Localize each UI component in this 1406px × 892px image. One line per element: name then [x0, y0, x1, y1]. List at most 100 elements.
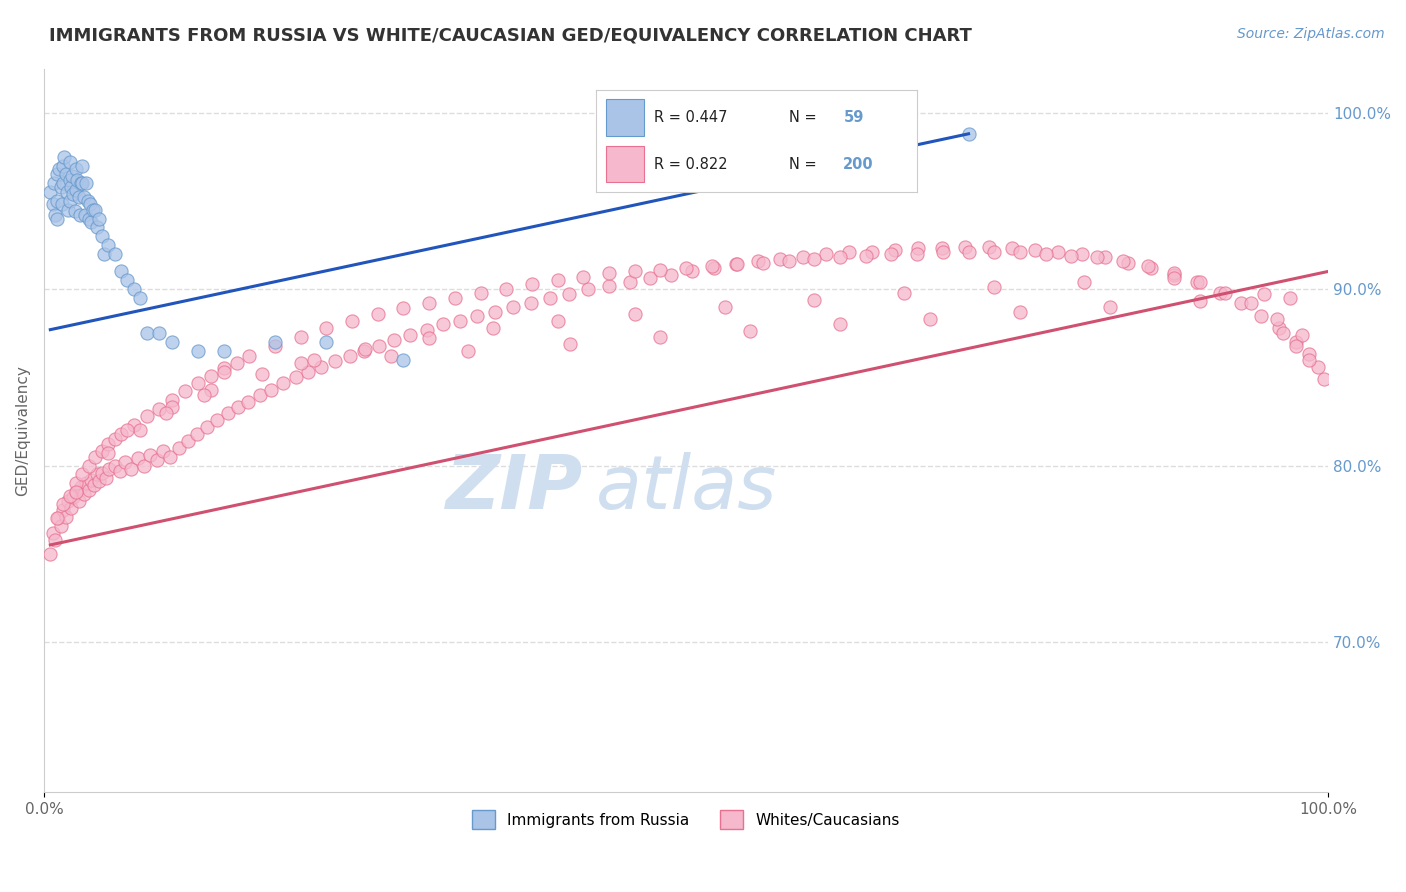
Point [49, 518, 72, 533]
Point [1098, 300, 1121, 314]
Point [148, 402, 170, 417]
Point [1163, 268, 1185, 282]
Point [1094, 250, 1116, 264]
Point [983, 245, 1005, 260]
Point [62, 491, 84, 505]
Point [918, 312, 941, 326]
Point [302, 352, 325, 367]
Point [73, 487, 96, 501]
Point [87, 475, 110, 489]
Point [93, 247, 115, 261]
Legend: Immigrants from Russia, Whites/Caucasians: Immigrants from Russia, Whites/Caucasian… [467, 804, 905, 835]
Point [418, 331, 440, 345]
Point [236, 395, 259, 409]
Point [69, 208, 91, 222]
Point [97, 238, 120, 252]
Point [495, 282, 517, 296]
Point [65, 485, 87, 500]
Point [84, 202, 107, 217]
Point [58, 202, 80, 217]
Point [139, 448, 162, 462]
Point [129, 291, 152, 305]
Point [482, 321, 505, 335]
Point [855, 248, 877, 262]
Point [83, 478, 105, 492]
Point [42, 197, 65, 211]
Point [1140, 260, 1163, 275]
Point [86, 220, 108, 235]
Point [1047, 245, 1070, 260]
Point [60, 169, 83, 183]
Point [1285, 334, 1308, 349]
Point [94, 471, 117, 485]
Point [45, 511, 67, 525]
Point [444, 291, 467, 305]
Point [63, 204, 86, 219]
Point [457, 343, 479, 358]
Point [520, 277, 543, 291]
Point [55, 168, 77, 182]
Point [52, 176, 75, 190]
Point [1250, 309, 1272, 323]
Point [72, 467, 94, 482]
Point [59, 179, 82, 194]
Point [325, 354, 347, 368]
Point [135, 409, 157, 424]
Point [44, 208, 66, 222]
Point [53, 150, 76, 164]
Point [957, 245, 980, 260]
Point [1008, 305, 1031, 319]
Point [58, 489, 80, 503]
Point [58, 172, 80, 186]
Point [977, 240, 1000, 254]
Point [650, 262, 672, 277]
Point [90, 229, 112, 244]
Point [830, 250, 852, 264]
Point [250, 367, 273, 381]
Point [1185, 275, 1208, 289]
Point [46, 511, 69, 525]
Point [187, 343, 209, 358]
Point [87, 211, 110, 226]
Point [957, 127, 980, 141]
Point [703, 260, 725, 275]
Point [860, 245, 883, 260]
Point [1272, 326, 1295, 341]
Point [700, 259, 723, 273]
Point [79, 197, 101, 211]
Point [747, 253, 769, 268]
Point [1116, 255, 1139, 269]
Point [931, 242, 953, 256]
Point [80, 473, 103, 487]
Point [39, 547, 62, 561]
Point [1188, 275, 1211, 289]
Point [90, 466, 112, 480]
Point [814, 247, 837, 261]
Point [195, 419, 218, 434]
Point [983, 280, 1005, 294]
Point [200, 383, 222, 397]
Point [340, 314, 363, 328]
Point [1306, 359, 1329, 374]
Point [58, 493, 80, 508]
Point [66, 172, 89, 186]
Point [217, 406, 239, 420]
Point [62, 186, 84, 201]
Point [1285, 338, 1308, 352]
Point [159, 450, 181, 464]
Point [67, 190, 90, 204]
Point [52, 159, 75, 173]
Point [792, 250, 814, 264]
Point [86, 467, 108, 482]
Point [59, 500, 82, 515]
Point [174, 384, 197, 399]
Point [598, 266, 620, 280]
Point [1253, 287, 1275, 301]
Point [380, 349, 402, 363]
Point [392, 352, 415, 367]
Point [1291, 328, 1313, 343]
Point [200, 368, 222, 383]
Point [884, 244, 907, 258]
Point [167, 441, 190, 455]
Point [1163, 271, 1185, 285]
